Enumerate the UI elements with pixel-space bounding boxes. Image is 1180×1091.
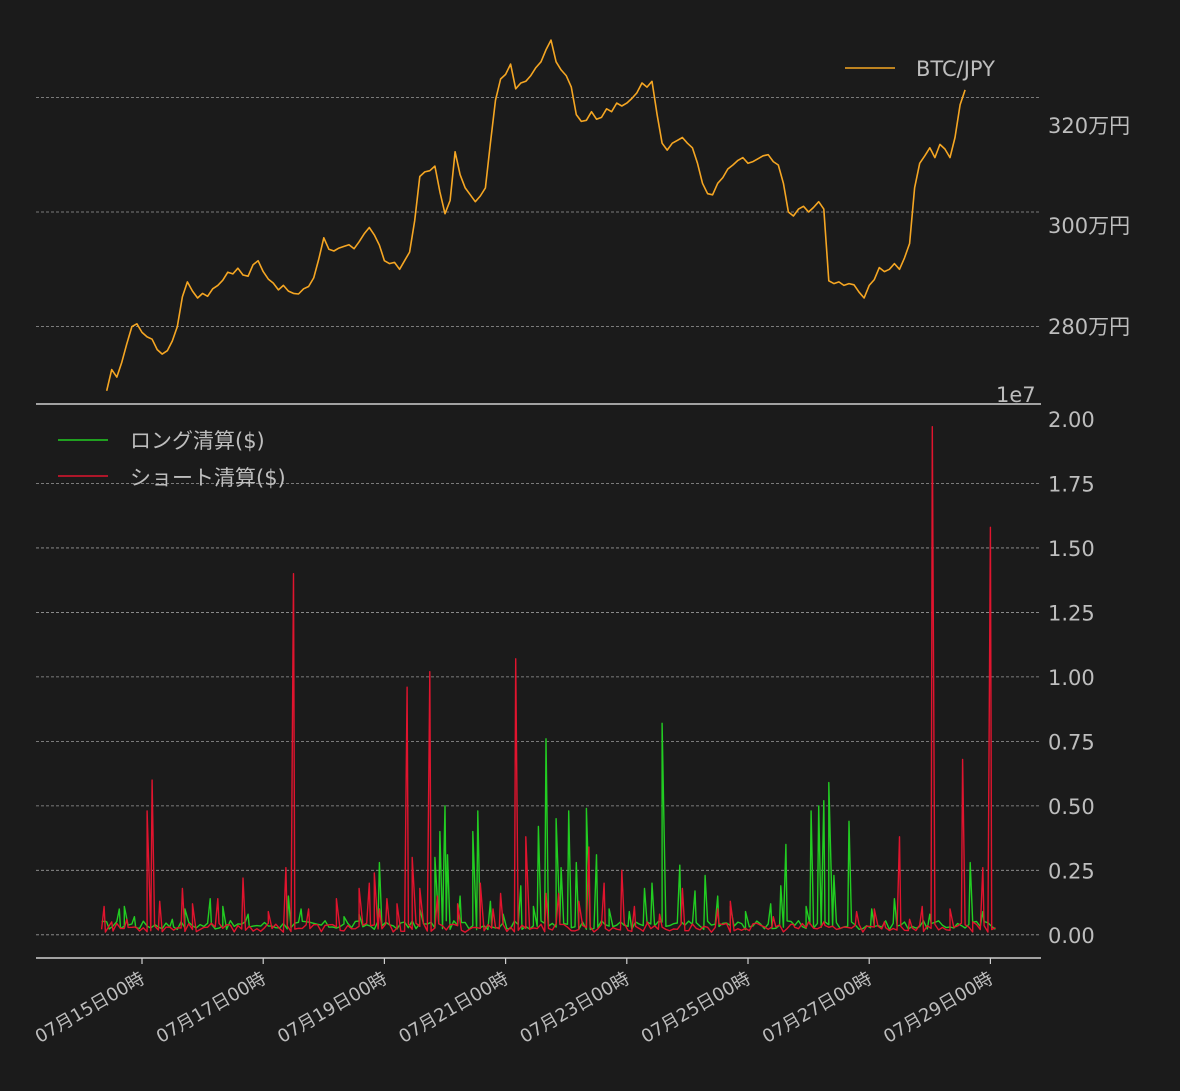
long-liquidation-line <box>101 722 996 931</box>
liquidation-ytick-label: 1.25 <box>1048 601 1095 625</box>
liquidation-ytick-label: 1.50 <box>1048 537 1095 561</box>
liquidation-ytick-label: 0.50 <box>1048 795 1095 819</box>
legend-label-long: ロング清算($) <box>130 429 265 453</box>
legend-label-short: ショート清算($) <box>130 466 286 490</box>
liquidation-ytick-label: 0.75 <box>1048 730 1095 754</box>
price-ytick-label: 300万円 <box>1048 214 1130 238</box>
liquidation-ytick-label: 2.00 <box>1048 408 1095 432</box>
price-panel: 320万円 300万円 280万円 BTC/JPY <box>36 39 1130 405</box>
legend-label-btc-jpy: BTC/JPY <box>916 57 995 81</box>
y-offset-label: 1e7 <box>996 383 1036 407</box>
price-y-axis: 320万円 300万円 280万円 <box>1048 114 1130 339</box>
price-legend: BTC/JPY <box>845 57 995 81</box>
btc-jpy-price-line <box>105 39 966 391</box>
price-ytick-label: 280万円 <box>1048 315 1130 339</box>
price-gridlines <box>36 96 1041 328</box>
short-liquidation-line <box>100 426 996 933</box>
liquidation-ytick-label: 1.00 <box>1048 666 1095 690</box>
liquidation-ytick-label: 0.00 <box>1048 924 1095 948</box>
liquidation-y-axis: 0.00 0.25 0.50 0.75 1.00 1.25 1.50 1.75 2.00 <box>1048 408 1095 948</box>
price-ytick-label: 320万円 <box>1048 114 1130 138</box>
liquidation-ytick-label: 1.75 <box>1048 472 1095 496</box>
liquidation-legend: ロング清算($) ショート清算($) <box>58 429 286 490</box>
liquidation-ytick-label: 0.25 <box>1048 859 1095 883</box>
liquidation-gridlines <box>36 483 1041 936</box>
